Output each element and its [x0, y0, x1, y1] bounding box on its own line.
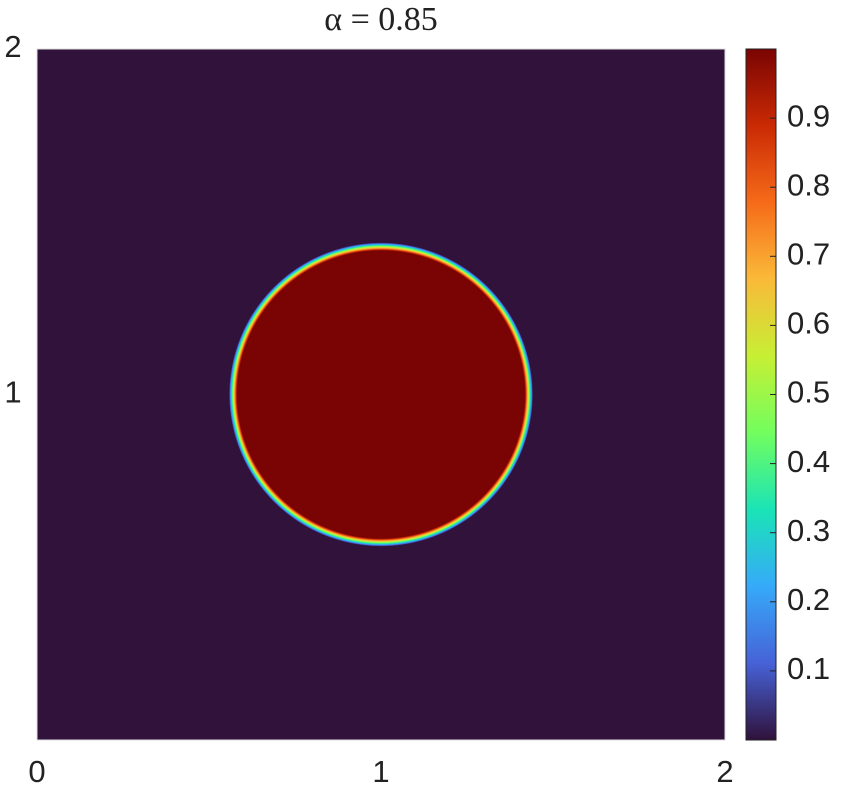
colorbar-tick-label: 0.4 — [787, 444, 830, 479]
x-tick-label: 0 — [28, 754, 45, 789]
colorbar-tick-label: 0.7 — [787, 236, 830, 271]
colorbar-tick-label: 0.1 — [787, 651, 830, 686]
colorbar-tick-label: 0.8 — [787, 167, 830, 202]
y-tick-label: 1 — [4, 375, 21, 410]
chart-title: α = 0.85 — [324, 1, 438, 38]
colorbar-tick-label: 0.2 — [787, 582, 830, 617]
y-tick-label: 2 — [4, 29, 21, 64]
colorbar-tick-label: 0.3 — [787, 513, 830, 548]
plot-frame — [36, 48, 726, 741]
colorbar-tick-label: 0.9 — [787, 98, 830, 133]
x-tick-label: 1 — [372, 754, 389, 789]
colorbar-tick-label: 0.6 — [787, 306, 830, 341]
colorbar-tick-label: 0.5 — [787, 375, 830, 410]
circle-region — [229, 242, 533, 547]
x-tick-label: 2 — [716, 754, 733, 789]
